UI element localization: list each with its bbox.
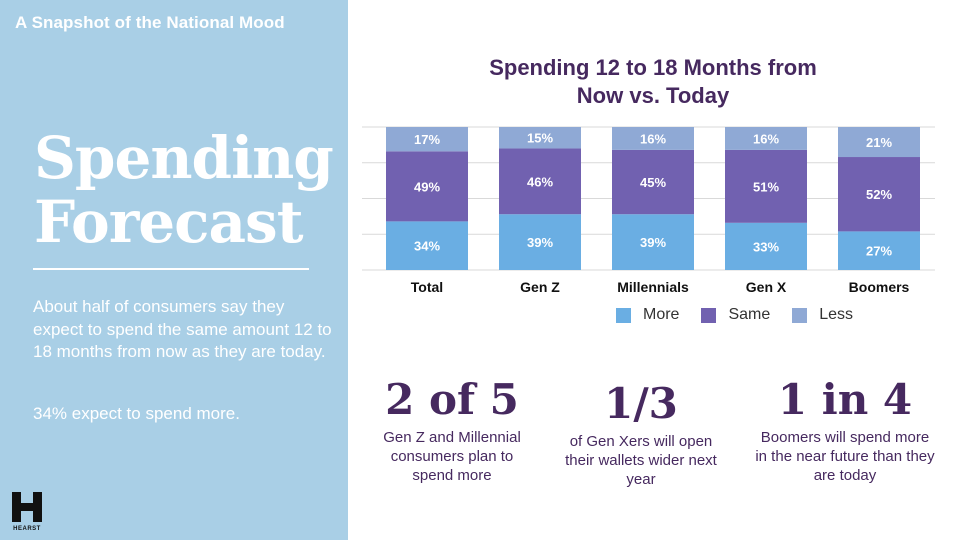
stat-description: of Gen Xers will open their wallets wide… — [565, 433, 717, 488]
data-label: 39% — [640, 235, 666, 250]
legend-item-more: More — [616, 306, 679, 324]
stat-description: Boomers will spend more in the near futu… — [755, 429, 935, 484]
bar-more-gen-z — [499, 214, 581, 270]
bar-same-gen-x — [725, 149, 807, 223]
data-label: 39% — [527, 235, 553, 250]
title-line-2: Forecast — [34, 188, 303, 256]
bar-same-total — [386, 151, 468, 222]
data-label: 45% — [640, 175, 666, 190]
data-label: 17% — [414, 132, 440, 147]
stat-boomers: 1 in 4 Boomers will spend more in the ne… — [750, 376, 940, 485]
bar-more-total — [386, 221, 468, 270]
data-label: 16% — [640, 131, 666, 146]
data-label: 52% — [866, 187, 892, 202]
page-title: Spending Forecast — [34, 124, 334, 256]
data-label: 49% — [414, 179, 440, 194]
hearst-logo: HEARST — [12, 492, 42, 532]
x-tick-label: Millennials — [617, 279, 689, 295]
legend-item-less: Less — [792, 306, 853, 324]
bar-less-gen-z — [499, 127, 581, 149]
stat-number: 1 in 4 — [777, 375, 913, 424]
bar-less-millennials — [612, 127, 694, 150]
data-label: 15% — [527, 131, 553, 146]
stat-gen-z-millennials: 2 of 5 Gen Z and Millennial consumers pl… — [362, 376, 542, 485]
x-tick-label: Gen Z — [520, 279, 560, 295]
data-label: 51% — [753, 179, 779, 194]
bar-same-gen-z — [499, 148, 581, 215]
x-tick-label: Gen X — [746, 279, 787, 295]
data-label: 21% — [866, 135, 892, 150]
summary-text: About half of consumers say they expect … — [33, 297, 332, 361]
legend-swatch-less — [792, 307, 808, 323]
data-label: 33% — [753, 239, 779, 254]
data-label: 46% — [527, 174, 553, 189]
divider — [33, 268, 309, 270]
bar-same-boomers — [838, 157, 920, 232]
bar-less-gen-x — [725, 127, 807, 150]
x-tick-label: Total — [411, 279, 443, 295]
data-label: 34% — [414, 239, 440, 254]
data-label: 27% — [866, 244, 892, 259]
legend-label-same: Same — [728, 306, 771, 323]
bar-more-millennials — [612, 214, 694, 270]
chart-title: Spending 12 to 18 Months from Now vs. To… — [489, 55, 817, 108]
legend-swatch-more — [616, 307, 631, 323]
stat-number: 2 of 5 — [385, 375, 519, 424]
bar-less-total — [386, 127, 468, 152]
title-line-1: Spending — [34, 124, 334, 192]
legend-label-less: Less — [819, 306, 854, 323]
summary-stat: 34% expect to spend more. — [33, 404, 240, 423]
logo-text: HEARST — [13, 526, 41, 532]
stat-number: 1/3 — [604, 379, 678, 428]
data-label: 16% — [753, 131, 779, 146]
stat-description: Gen Z and Millennial consumers plan to s… — [383, 429, 521, 484]
chart-legend: More Same Less — [616, 306, 875, 324]
x-tick-label: Boomers — [849, 279, 910, 295]
legend-item-same: Same — [701, 306, 770, 324]
legend-swatch-same — [701, 307, 717, 323]
left-panel: A Snapshot of the National Mood Spending… — [0, 0, 348, 540]
bar-more-gen-x — [725, 222, 807, 270]
bar-less-boomers — [838, 127, 920, 158]
legend-label-more: More — [643, 306, 680, 323]
bar-more-boomers — [838, 231, 920, 270]
stat-gen-x: 1/3 of Gen Xers will open their wallets … — [556, 380, 726, 489]
eyebrow-title: A Snapshot of the National Mood — [15, 13, 285, 32]
bar-same-millennials — [612, 149, 694, 215]
